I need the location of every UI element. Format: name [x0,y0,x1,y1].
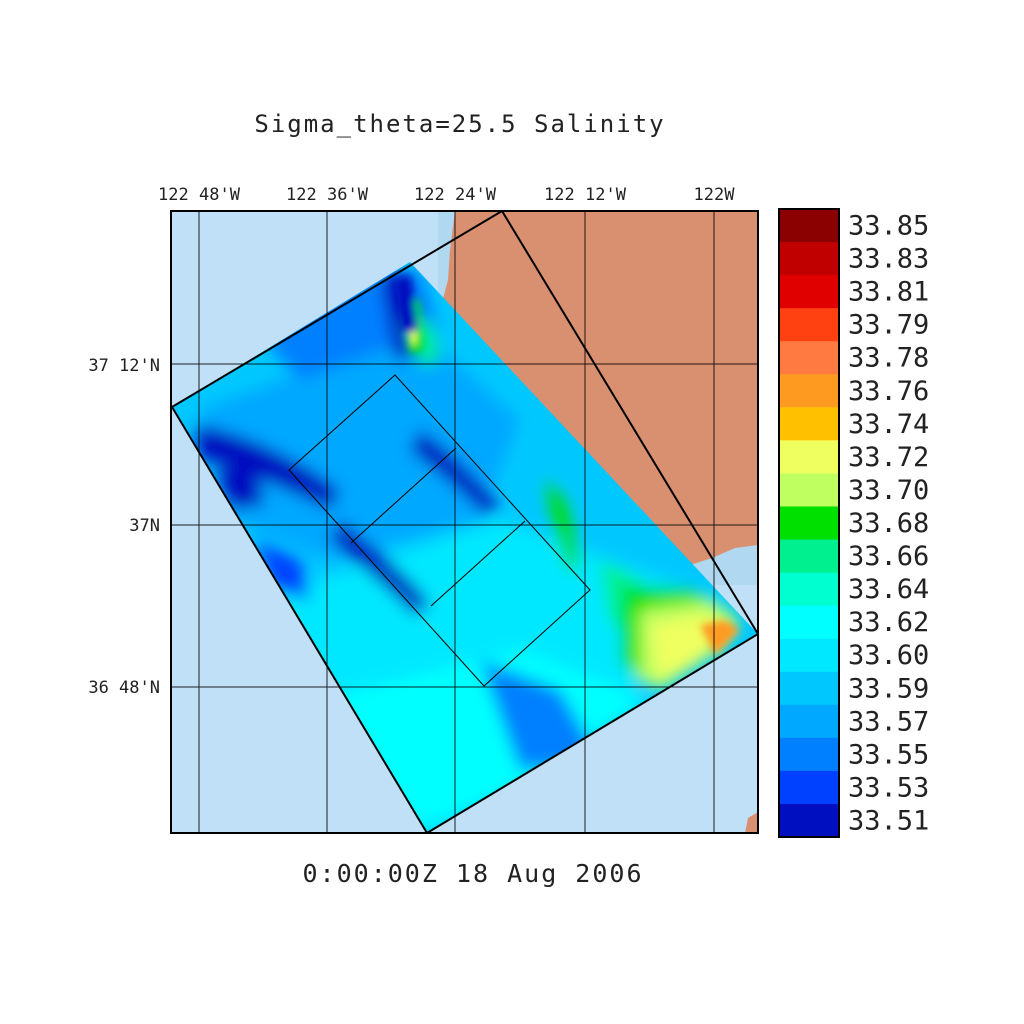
colorbar-swatch [779,473,839,507]
lon-tick-label: 122 36'W [286,185,369,205]
colorbar-swatch [779,770,839,805]
graticule [171,211,758,833]
land-patch [745,812,758,833]
colorbar-label: 33.51 [848,805,929,836]
colorbar-label: 33.60 [848,640,929,671]
colorbar-label: 33.78 [848,343,929,374]
colorbar-label: 33.59 [848,673,929,704]
colorbar-swatch [779,704,839,739]
colorbar-label: 33.79 [848,310,929,341]
colorbar-swatch [779,308,839,342]
colorbar-swatch [779,638,839,673]
colorbar-label: 33.55 [848,739,929,770]
colorbar-swatch [779,737,839,772]
colorbar-label: 33.76 [848,376,929,407]
colorbar-swatch [779,803,839,838]
colorbar-label: 33.57 [848,706,929,737]
colorbar-swatch [779,407,839,441]
colorbar: 33.8533.8333.8133.7933.7833.7633.7433.72… [778,208,929,838]
map-area [171,211,758,833]
colorbar-swatch [779,374,839,408]
colorbar-label: 33.85 [848,211,929,242]
colorbar-label: 33.68 [848,508,929,539]
lon-tick-label: 122 48'W [158,185,241,205]
lon-tick-label: 122 12'W [544,185,627,205]
colorbar-swatch [779,275,839,309]
longitude-tick-labels: 122 48'W 122 36'W 122 24'W 122 12'W 122W [158,185,735,205]
colorbar-label: 33.83 [848,244,929,275]
model-domain-outline [171,211,758,833]
colorbar-swatch [779,242,839,276]
inner-domain-box [288,374,591,687]
lon-tick-label: 122W [694,185,736,205]
colorbar-frame [778,208,840,838]
colorbar-label: 33.72 [848,442,929,473]
land-area [440,211,758,565]
colorbar-swatch [779,671,839,706]
plot-title: Sigma_theta=25.5 Salinity [254,110,665,138]
latitude-tick-labels: 37 12'N 37N 36 48'N [88,356,160,698]
colorbar-swatch [779,539,839,574]
colorbar-label: 33.70 [848,475,929,506]
lat-tick-label: 36 48'N [88,678,160,698]
lat-tick-label: 37N [129,516,160,536]
timestamp-label: 0:00:00Z 18 Aug 2006 [302,859,643,888]
colorbar-label: 33.62 [848,607,929,638]
lat-tick-label: 37 12'N [88,356,160,376]
colorbar-label: 33.64 [848,574,929,605]
colorbar-label: 33.74 [848,409,929,440]
colorbar-swatch [779,572,839,607]
map-frame [170,210,759,834]
colorbar-swatch [779,209,839,243]
colorbar-label: 33.66 [848,541,929,572]
colorbar-swatch [779,605,839,640]
colorbar-swatch [779,341,839,375]
colorbar-label: 33.81 [848,277,929,308]
colorbar-swatch [779,506,839,541]
colorbar-swatch [779,440,839,474]
colorbar-label: 33.53 [848,772,929,803]
lon-tick-label: 122 24'W [414,185,497,205]
